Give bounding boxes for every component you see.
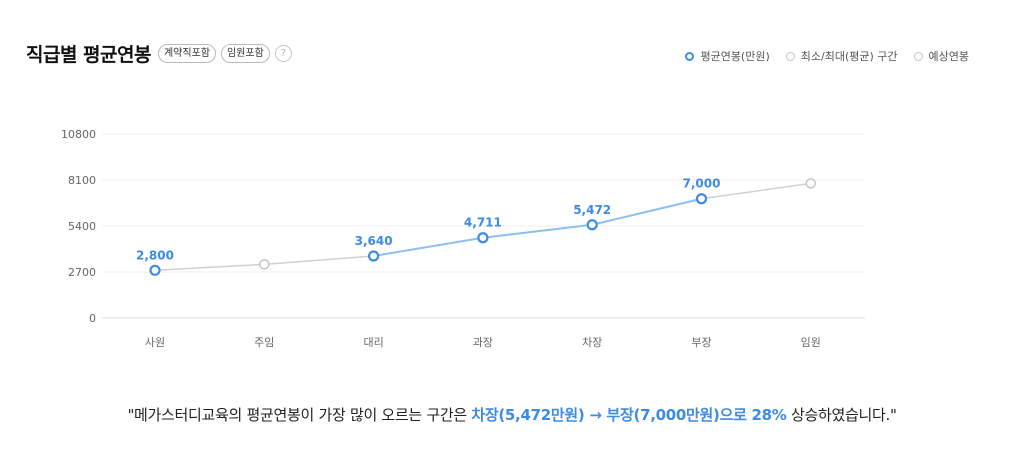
data-label: 4,711 [464,216,502,230]
y-tick-label: 5400 [68,220,96,233]
y-tick-label: 0 [89,312,96,325]
legend-item-expected[interactable]: 예상연봉 [913,48,969,64]
y-tick-label: 8100 [68,174,96,187]
average-point [368,250,380,262]
expected-point [259,259,270,270]
data-label: 3,640 [355,234,393,248]
expected-point [805,178,817,189]
legend-label: 평균연봉(만원) [700,50,770,63]
legend-label: 최소/최대(평균) 구간 [800,50,898,63]
x-tick-label: 임원 [801,336,821,349]
summary-suffix: 상승하였습니다." [786,406,897,424]
x-tick-label: 대리 [363,336,383,349]
chart-header: 직급별 평균연봉 계약직포함 임원포함 ? [26,40,292,67]
legend-item-average[interactable]: 평균연봉(만원) [685,48,770,64]
data-label: 5,472 [573,203,611,217]
circle-outline-icon [913,51,923,61]
x-tick-label: 사원 [145,336,165,349]
help-icon[interactable]: ? [274,45,292,62]
page-title: 직급별 평균연봉 [26,44,151,66]
circle-outline-icon [785,51,795,61]
summary-text: "메가스터디교육의 평균연봉이 가장 많이 오르는 구간은 차장(5,472만원… [0,404,1024,425]
legend-item-range[interactable]: 최소/최대(평균) 구간 [785,48,898,64]
executive-included-badge[interactable]: 임원포함 [220,44,270,63]
average-series-line [591,197,702,226]
average-series-line [373,236,484,257]
circle-outline-icon [685,51,695,61]
legend: 평균연봉(만원) 최소/최대(평균) 구간 예상연봉 [685,48,969,64]
average-point [695,193,708,205]
summary-highlight: 차장(5,472만원) → 부장(7,000만원)으로 28% [471,406,787,424]
x-tick-label: 차장 [582,336,602,349]
summary-prefix: "메가스터디교육의 평균연봉이 가장 많이 오르는 구간은 [127,406,472,424]
legend-label: 예상연봉 [928,50,969,63]
x-tick-label: 주임 [254,336,274,349]
x-tick-label: 부장 [691,336,711,349]
average-series-line [482,223,593,239]
average-point [586,219,598,231]
average-point [477,232,489,244]
y-tick-label: 2700 [68,266,96,279]
data-label: 2,800 [136,248,174,262]
average-point [149,264,161,276]
salary-line-chart: 0 2700 5400 8100 10800 사원 주임 대리 과장 차장 부장 임원 2,800 3,6… [61,128,865,349]
y-tick-label: 10800 [61,128,96,141]
contract-included-badge[interactable]: 계약직포함 [157,44,216,63]
x-tick-label: 과장 [473,336,493,349]
data-label: 7,000 [683,177,721,191]
